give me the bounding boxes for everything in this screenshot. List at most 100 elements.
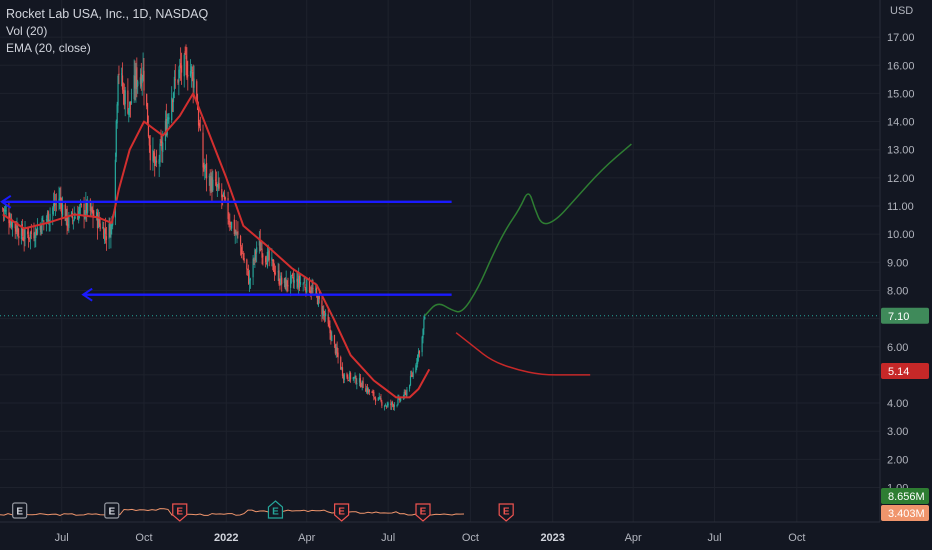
candle-body: [410, 375, 412, 377]
candle-body: [266, 251, 268, 267]
candle: [217, 171, 219, 192]
earnings-marker[interactable]: E: [104, 502, 120, 519]
candle-body: [417, 355, 419, 364]
candle: [273, 263, 276, 282]
candle-body: [340, 357, 342, 370]
candle-body: [28, 237, 31, 239]
candle: [302, 282, 304, 292]
candle-body: [86, 201, 88, 214]
candle-body: [372, 392, 374, 394]
candle: [362, 377, 364, 389]
earnings-marker[interactable]: E: [334, 503, 350, 522]
candle-body: [424, 316, 426, 320]
candle-body: [297, 279, 299, 288]
horizontal-line-2[interactable]: [81, 287, 452, 302]
candle-body: [164, 120, 167, 142]
candle: [117, 74, 119, 113]
candle: [143, 58, 145, 106]
candle-body: [68, 215, 70, 228]
earnings-marker[interactable]: E: [415, 503, 431, 522]
candle-body: [362, 381, 364, 388]
candle: [262, 253, 264, 266]
candle-body: [358, 378, 361, 383]
candle: [86, 199, 88, 222]
candle: [371, 390, 373, 393]
candle: [356, 378, 358, 390]
candle: [190, 63, 192, 88]
candle: [161, 133, 163, 163]
candle: [367, 387, 370, 395]
candle: [291, 272, 294, 279]
candle-body: [54, 203, 57, 205]
candle: [285, 270, 287, 292]
candle-body: [41, 218, 43, 234]
candle: [46, 210, 48, 223]
candle: [62, 196, 64, 218]
time-tick-label: Jul: [55, 532, 69, 544]
candle-body: [360, 386, 362, 387]
candle-body: [392, 402, 394, 405]
candle: [268, 247, 270, 267]
horizontal-line-1[interactable]: [0, 194, 452, 209]
candle: [286, 280, 288, 293]
candle-body: [284, 278, 286, 289]
candle-body: [83, 203, 85, 217]
candle-body: [418, 350, 421, 354]
candle-body: [179, 65, 181, 67]
candle-body: [359, 378, 362, 387]
candle-body: [235, 230, 237, 235]
candle-body: [415, 365, 417, 373]
candle: [404, 389, 406, 395]
candle-body: [92, 209, 94, 218]
candle-body: [254, 249, 256, 261]
candle-body: [281, 277, 283, 285]
candle-body: [47, 211, 49, 224]
volume-ma-path: [0, 508, 465, 517]
time-tick-label: Apr: [625, 532, 642, 544]
candle: [171, 86, 173, 124]
candle-body: [161, 141, 163, 151]
candle: [87, 196, 89, 217]
candle: [266, 245, 268, 269]
candle: [236, 231, 238, 244]
candle: [292, 268, 294, 289]
candle: [114, 152, 116, 226]
earnings-marker[interactable]: E: [498, 503, 514, 522]
candle-body: [380, 398, 382, 401]
candle-body: [96, 212, 99, 229]
candle: [29, 231, 32, 250]
candle-body: [65, 209, 67, 221]
candle-body: [298, 275, 301, 284]
candle: [280, 272, 282, 286]
candle-body: [261, 248, 263, 258]
earnings-marker[interactable]: E: [172, 503, 188, 522]
projection-up-path[interactable]: [424, 143, 632, 317]
candle-body: [172, 99, 174, 103]
candle-body: [128, 108, 130, 116]
candle: [67, 217, 69, 231]
candle-body: [104, 229, 106, 241]
candle: [102, 221, 104, 230]
candle-body: [316, 294, 319, 305]
candle-body: [274, 272, 277, 274]
candle-body: [95, 211, 98, 218]
candle: [337, 347, 339, 364]
candle-body: [111, 223, 113, 227]
candle-body: [205, 165, 207, 169]
candle: [242, 250, 244, 261]
candle-body: [217, 181, 219, 186]
earnings-marker[interactable]: E: [12, 502, 28, 519]
candle: [110, 221, 112, 249]
candle-body: [240, 247, 243, 255]
candle-body: [165, 118, 167, 135]
candle-body: [210, 176, 212, 191]
projection-down-path[interactable]: [455, 332, 591, 376]
candle-body: [255, 251, 257, 254]
candle: [141, 74, 143, 96]
earnings-marker[interactable]: E: [267, 500, 284, 519]
candle-body: [89, 199, 91, 211]
candle: [96, 208, 99, 240]
candle: [272, 259, 274, 271]
candle: [177, 78, 179, 85]
